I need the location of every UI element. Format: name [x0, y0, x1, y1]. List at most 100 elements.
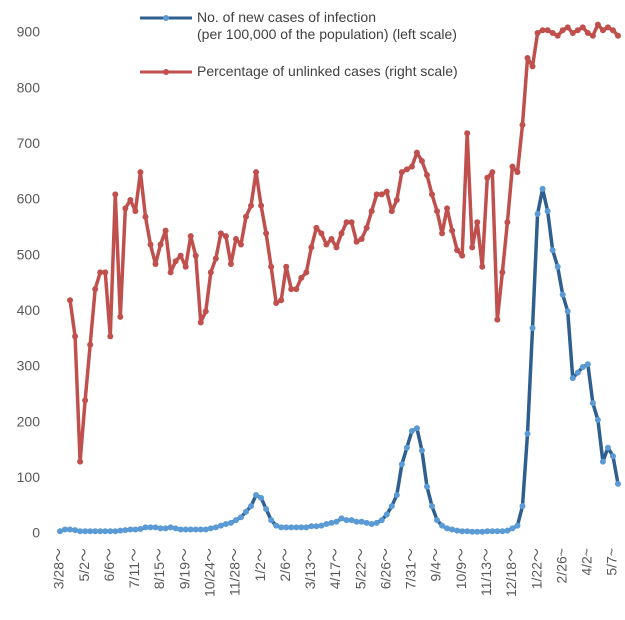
point: [343, 219, 350, 226]
point: [579, 364, 586, 370]
point: [413, 425, 420, 432]
point: [464, 130, 471, 137]
point: [388, 503, 395, 510]
point: [418, 158, 425, 165]
x-tick-label: 1/22～: [528, 548, 544, 589]
point: [408, 163, 415, 170]
legend-marker: [163, 69, 169, 75]
point: [253, 169, 260, 176]
point: [177, 252, 184, 259]
point: [464, 528, 471, 535]
point: [534, 30, 541, 36]
point: [429, 191, 435, 198]
point: [127, 526, 134, 533]
point: [615, 480, 621, 487]
point: [318, 522, 325, 529]
x-tick-label: 10/24～: [202, 548, 218, 597]
y-tick-label: 200: [17, 413, 41, 429]
point: [127, 197, 134, 203]
point: [569, 375, 576, 382]
point: [609, 27, 616, 34]
point: [393, 492, 400, 499]
point: [403, 444, 410, 451]
point: [243, 213, 249, 220]
point: [293, 286, 300, 293]
point: [338, 230, 345, 237]
point: [268, 517, 275, 524]
point: [182, 263, 189, 270]
point: [479, 528, 486, 535]
point: [62, 526, 69, 533]
point: [97, 269, 104, 276]
point: [132, 208, 139, 215]
point: [222, 233, 229, 240]
point: [584, 30, 591, 36]
x-tick-label: 4/2~: [579, 548, 595, 576]
point: [383, 511, 390, 518]
y-tick-label: 400: [17, 302, 41, 318]
point: [323, 520, 330, 527]
point: [469, 528, 476, 535]
point: [102, 528, 109, 535]
point: [288, 286, 295, 293]
point: [388, 208, 395, 215]
point: [423, 171, 430, 178]
point: [112, 191, 119, 198]
point: [303, 524, 310, 531]
x-tick-label: 11/28～: [227, 548, 243, 596]
point: [142, 213, 149, 220]
point: [77, 528, 84, 535]
point: [348, 517, 355, 524]
x-tick-label: 12/18～: [503, 548, 519, 597]
point: [202, 308, 209, 315]
y-tick-label: 300: [17, 358, 41, 374]
point: [87, 528, 94, 535]
x-tick-label: 8/15～: [151, 548, 167, 589]
point: [107, 333, 114, 340]
point: [192, 252, 199, 259]
point: [182, 526, 189, 533]
point: [569, 30, 576, 36]
point: [102, 269, 109, 276]
point: [288, 524, 295, 531]
point: [263, 230, 270, 237]
point: [363, 224, 370, 231]
point: [333, 518, 340, 525]
point: [248, 202, 255, 209]
point: [544, 208, 551, 215]
point: [313, 523, 320, 530]
point: [418, 447, 425, 454]
point: [539, 27, 546, 34]
point: [439, 230, 446, 237]
point: [484, 174, 491, 181]
point: [92, 528, 99, 535]
point: [434, 208, 441, 215]
point: [589, 32, 596, 39]
point: [187, 526, 194, 533]
point: [454, 527, 461, 534]
point: [77, 458, 84, 465]
point: [122, 205, 129, 212]
point: [232, 517, 239, 524]
point: [514, 522, 521, 529]
point: [167, 524, 174, 531]
point: [504, 527, 511, 534]
legend-label: No. of new cases of infection (per 100,0…: [197, 9, 457, 42]
x-tick-label: 11/13～: [478, 548, 494, 596]
y-tick-label: 600: [17, 191, 41, 207]
point: [564, 308, 571, 315]
point: [579, 24, 586, 31]
point: [474, 219, 481, 226]
point: [499, 528, 506, 535]
point: [479, 263, 486, 270]
point: [549, 247, 556, 254]
point: [529, 63, 536, 70]
point: [253, 492, 260, 499]
point: [278, 524, 285, 531]
point: [273, 299, 280, 306]
point: [509, 163, 516, 170]
point: [157, 525, 164, 532]
point: [207, 269, 214, 276]
